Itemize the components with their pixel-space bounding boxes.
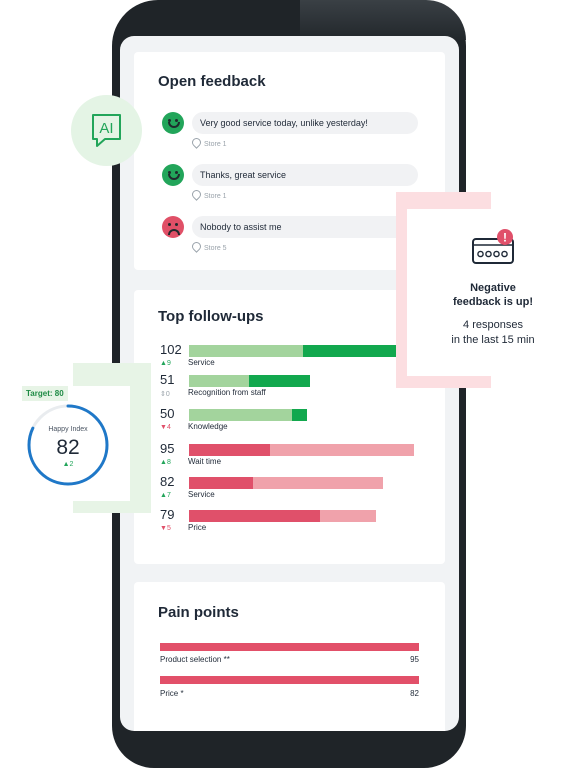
feedback-text: Thanks, great service bbox=[192, 164, 418, 186]
top-followups-card: Top follow-ups 102 ▲9 Service 51 ⇕0 Recogniti… bbox=[134, 290, 445, 564]
followup-delta: ⇕0 bbox=[160, 391, 170, 398]
followup-label: Service bbox=[188, 490, 215, 499]
followup-delta: ▲9 bbox=[160, 360, 171, 367]
followup-label: Wait time bbox=[188, 457, 222, 466]
pain-point-value: 95 bbox=[410, 655, 419, 664]
feedback-text: Nobody to assist me bbox=[192, 216, 418, 238]
alert-subtitle-line1: 4 responses bbox=[463, 319, 523, 331]
followup-bar bbox=[189, 510, 377, 522]
location-pin-icon bbox=[190, 188, 203, 201]
followup-bar-segment-light bbox=[189, 345, 303, 357]
followup-bar-segment-light bbox=[189, 409, 292, 421]
followup-label: Price bbox=[188, 523, 207, 532]
location-pin-icon bbox=[190, 240, 203, 253]
followup-bar-segment-dark bbox=[189, 477, 254, 489]
ai-chat-icon: AI bbox=[92, 114, 121, 147]
triangle-up-icon: ▲ bbox=[160, 360, 167, 367]
happy-index-value: 82 bbox=[56, 436, 80, 459]
followup-bar-segment-dark bbox=[189, 444, 270, 456]
followup-count: 51 bbox=[160, 372, 175, 387]
followup-bar-segment-light bbox=[189, 375, 249, 387]
negative-feedback-alert[interactable]: ! bbox=[407, 209, 579, 376]
smile-icon bbox=[162, 164, 184, 186]
followup-bar-segment-dark bbox=[248, 375, 310, 387]
followup-delta: ▼4 bbox=[160, 424, 171, 431]
triangle-up-icon: ▲ bbox=[160, 492, 167, 499]
followup-count: 82 bbox=[160, 474, 175, 489]
followup-bar bbox=[189, 375, 310, 387]
followup-bar bbox=[189, 409, 308, 421]
followup-bar bbox=[189, 345, 431, 357]
followup-count: 102 bbox=[160, 342, 182, 357]
location-pin-icon bbox=[190, 136, 203, 149]
top-followups-title: Top follow-ups bbox=[158, 308, 264, 325]
alert-icon bbox=[497, 229, 513, 245]
followup-bar-segment-light bbox=[269, 444, 415, 456]
svg-text:AI: AI bbox=[99, 120, 113, 137]
triangle-up-icon: ▲ bbox=[62, 461, 70, 468]
alert-title-line1: Negative bbox=[470, 282, 516, 294]
followup-label: Knowledge bbox=[188, 422, 228, 431]
feedback-store: Store 5 bbox=[190, 240, 227, 253]
alert-subtitle-line2: in the last 15 min bbox=[451, 334, 535, 346]
pain-point-bar bbox=[160, 676, 419, 684]
followup-bar-segment-dark bbox=[291, 409, 308, 421]
target-badge: Target: 80 bbox=[22, 386, 68, 401]
followup-label: Recognition from staff bbox=[188, 388, 266, 397]
pain-points-title: Pain points bbox=[158, 604, 239, 621]
pain-point-value: 82 bbox=[410, 689, 419, 698]
followup-label: Service bbox=[188, 358, 215, 367]
triangle-down-icon: ▼ bbox=[160, 525, 167, 532]
open-feedback-card: Open feedback Very good service today, u… bbox=[134, 52, 445, 270]
triangle-down-icon: ▼ bbox=[160, 424, 167, 431]
meter-icon: ! bbox=[472, 229, 514, 264]
triangle-up-icon: ▲ bbox=[160, 459, 167, 466]
followup-delta: ▲7 bbox=[160, 492, 171, 499]
followup-count: 79 bbox=[160, 507, 175, 522]
followup-bar bbox=[189, 444, 415, 456]
followup-bar-segment-light bbox=[319, 510, 377, 522]
followup-bar-segment-dark bbox=[189, 510, 320, 522]
happy-index-label: Happy Index bbox=[48, 426, 88, 433]
happy-index-card[interactable]: Happy Index 82 ▲2 bbox=[22, 386, 130, 501]
svg-text:!: ! bbox=[503, 231, 507, 245]
followup-count: 50 bbox=[160, 406, 175, 421]
pain-point-label[interactable]: Product selection ** bbox=[160, 655, 230, 664]
feedback-text: Very good service today, unlike yesterda… bbox=[192, 112, 418, 134]
followup-delta: ▲8 bbox=[160, 459, 171, 466]
followup-bar-segment-light bbox=[253, 477, 384, 489]
happy-index-gauge bbox=[27, 404, 109, 486]
pain-point-bar bbox=[160, 643, 419, 651]
phone-highlight bbox=[300, 0, 466, 40]
flat-icon: ⇕ bbox=[160, 391, 166, 398]
alert-title-line2: feedback is up! bbox=[452, 296, 534, 308]
followup-bar bbox=[189, 477, 384, 489]
happy-index-delta: ▲2 bbox=[62, 461, 74, 468]
feedback-store: Store 1 bbox=[190, 188, 227, 201]
pain-point-label[interactable]: Price * bbox=[160, 689, 184, 698]
frown-icon bbox=[162, 216, 184, 238]
followup-count: 95 bbox=[160, 441, 175, 456]
ai-badge: AI bbox=[71, 95, 142, 166]
smile-icon bbox=[162, 112, 184, 134]
open-feedback-title: Open feedback bbox=[158, 73, 266, 90]
feedback-store: Store 1 bbox=[190, 136, 227, 149]
followup-delta: ▼5 bbox=[160, 525, 171, 532]
pain-points-card: Pain points Product selection ** 95 Pric… bbox=[134, 582, 445, 731]
